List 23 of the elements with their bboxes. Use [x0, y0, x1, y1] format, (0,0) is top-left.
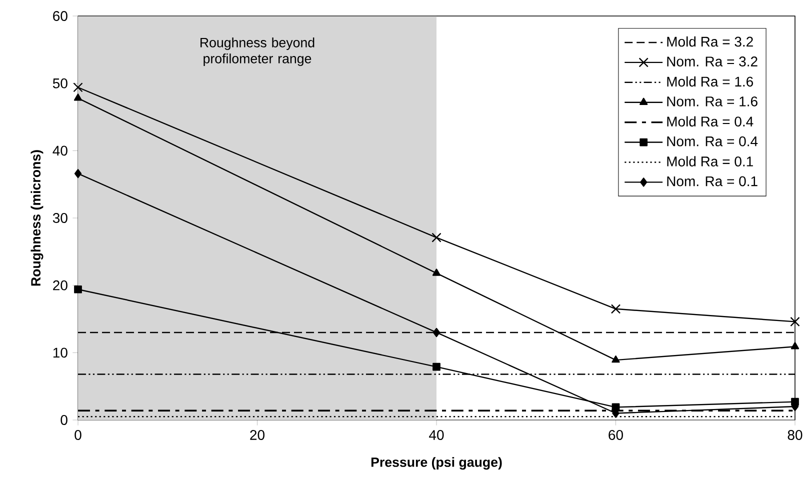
legend-label: Mold Ra = 3.2 — [667, 36, 753, 47]
x-tick-label: 80 — [788, 430, 802, 440]
y-tick-label: 40 — [52, 146, 68, 156]
legend-label: Mold Ra = 1.6 — [667, 76, 754, 87]
x-axis-title: Pressure (psi gauge) — [371, 457, 502, 470]
y-tick-label: 60 — [53, 11, 68, 21]
x-tick-label: 20 — [250, 430, 264, 440]
y-tick-label: 30 — [52, 213, 68, 223]
x-tick-label: 40 — [429, 430, 444, 440]
legend-label: Nom. Ra = 1.6 — [667, 96, 758, 106]
y-tick-label: 20 — [53, 280, 68, 290]
y-tick-label: 0 — [60, 415, 68, 425]
x-tick-label: 60 — [608, 430, 623, 440]
legend-label: Nom. Ra = 0.1 — [667, 176, 758, 186]
legend-label: Nom. Ra = 0.4 — [667, 136, 758, 146]
y-tick-label: 50 — [52, 78, 68, 88]
legend-label: Mold Ra = 0.1 — [667, 156, 753, 166]
x-tick-label: 0 — [74, 430, 82, 440]
legend-label: Nom. Ra = 3.2 — [667, 56, 758, 66]
legend-label: Mold Ra = 0.4 — [667, 116, 754, 127]
y-axis-title: Roughness (microns) — [30, 150, 44, 286]
band-label: Roughness beyond profilometer range — [200, 38, 314, 66]
y-tick-label: 10 — [53, 348, 68, 358]
